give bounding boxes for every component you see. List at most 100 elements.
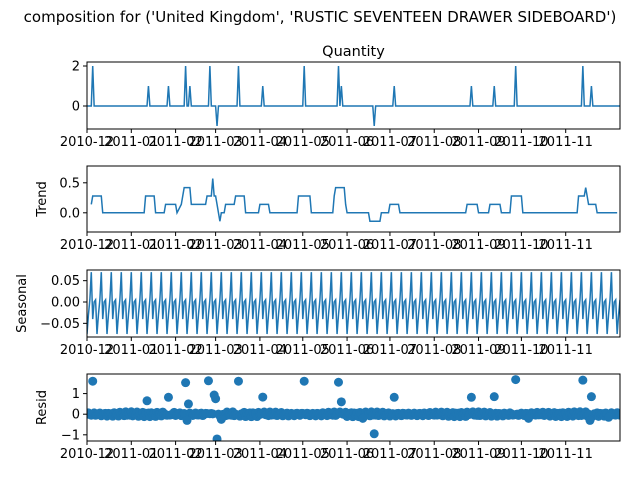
panels: 022010-122011-012011-022011-032011-04201… (15, 44, 621, 462)
y-tick-label: −1 (61, 428, 80, 443)
x-tick-label: 2011-01 (104, 135, 158, 150)
x-tick-label: 2011-11 (539, 447, 593, 462)
y-axis-label: Resid (35, 390, 50, 425)
resid-point (258, 392, 268, 402)
resid-point (211, 394, 221, 404)
x-tick-label: 2011-02 (148, 135, 202, 150)
resid-point (299, 376, 309, 386)
x-tick-label: 2011-03 (188, 238, 242, 253)
panel-1: 022010-122011-012011-022011-032011-04201… (60, 44, 621, 150)
x-tick-label: 2010-12 (60, 135, 114, 150)
axes-frame (86, 269, 621, 338)
figure-suptitle: composition for ('United Kingdom', 'RUST… (24, 8, 617, 26)
resid-point (181, 378, 191, 388)
plot-area (90, 178, 618, 222)
x-tick-label: 2010-12 (60, 343, 114, 358)
panel-2: 0.00.52010-122011-012011-022011-032011-0… (35, 165, 621, 253)
x-tick-label: 2011-08 (407, 135, 461, 150)
x-tick-label: 2011-05 (276, 135, 330, 150)
trend-series-line (90, 178, 618, 222)
resid-point (586, 392, 596, 402)
x-tick-label: 2011-09 (451, 343, 505, 358)
axes-frame (86, 373, 621, 442)
axes-frame (86, 165, 621, 233)
resid-point (183, 399, 193, 409)
x-tick-label: 2011-03 (188, 447, 242, 462)
x-tick-label: 2011-04 (233, 135, 287, 150)
plot-area (87, 375, 620, 441)
x-tick-label: 2011-01 (104, 343, 158, 358)
x-tick-label: 2011-05 (276, 238, 330, 253)
x-tick-label: 2011-07 (363, 238, 417, 253)
y-tick-label: 0.0 (59, 206, 80, 221)
x-tick-label: 2011-10 (494, 238, 548, 253)
x-tick-label: 2011-11 (539, 238, 593, 253)
x-tick-label: 2011-06 (320, 238, 374, 253)
plot-area (87, 65, 620, 127)
x-tick-label: 2011-10 (494, 135, 548, 150)
quantity-series-line (87, 65, 620, 127)
x-tick-label: 2011-06 (320, 343, 374, 358)
plot-area (87, 272, 620, 335)
y-tick-label: 0.00 (51, 296, 80, 311)
x-tick-label: 2011-04 (233, 238, 287, 253)
x-tick-label: 2011-06 (320, 135, 374, 150)
y-tick-label: 2 (72, 60, 80, 75)
panel-title: Quantity (322, 44, 385, 60)
x-tick-label: 2011-01 (104, 447, 158, 462)
seasonal-series-line (87, 272, 620, 335)
x-tick-label: 2011-03 (188, 343, 242, 358)
y-axis-label: Seasonal (15, 274, 30, 333)
x-tick-label: 2011-04 (233, 447, 287, 462)
resid-point (333, 377, 343, 387)
x-tick-label: 2011-01 (104, 238, 158, 253)
x-tick-label: 2011-11 (539, 343, 593, 358)
resid-point (524, 413, 534, 423)
x-tick-label: 2011-10 (494, 447, 548, 462)
y-tick-label: 0 (72, 408, 80, 423)
x-tick-label: 2010-12 (60, 238, 114, 253)
x-tick-label: 2011-02 (148, 343, 202, 358)
x-tick-label: 2011-08 (407, 238, 461, 253)
x-tick-label: 2011-09 (451, 135, 505, 150)
resid-point (585, 415, 595, 425)
y-axis-label: Trend (35, 181, 50, 218)
x-tick-label: 2011-03 (188, 135, 242, 150)
x-tick-label: 2011-02 (148, 238, 202, 253)
x-tick-label: 2011-09 (451, 238, 505, 253)
resid-point (578, 375, 588, 385)
resid-point (142, 396, 152, 406)
x-tick-label: 2010-12 (60, 447, 114, 462)
resid-point (233, 376, 243, 386)
y-tick-label: 0.05 (51, 274, 80, 289)
x-tick-label: 2011-07 (363, 447, 417, 462)
resid-point (358, 413, 368, 423)
panel-4: −1012010-122011-012011-022011-032011-042… (35, 373, 621, 462)
x-tick-label: 2011-08 (407, 343, 461, 358)
resid-point (615, 410, 620, 420)
resid-point (466, 392, 476, 402)
y-tick-label: −0.05 (40, 317, 80, 332)
x-tick-label: 2011-06 (320, 447, 374, 462)
resid-point (389, 392, 399, 402)
x-tick-label: 2011-02 (148, 447, 202, 462)
x-tick-label: 2011-11 (539, 135, 593, 150)
x-tick-label: 2011-07 (363, 343, 417, 358)
resid-point (489, 392, 499, 402)
resid-point (212, 434, 222, 441)
x-tick-label: 2011-04 (233, 343, 287, 358)
resid-point (203, 376, 213, 386)
axes-frame (86, 61, 621, 130)
resid-point (336, 397, 346, 407)
resid-point (604, 412, 614, 422)
y-tick-label: 1 (72, 387, 80, 402)
resid-point (369, 429, 379, 439)
x-tick-label: 2011-10 (494, 343, 548, 358)
x-tick-label: 2011-05 (276, 447, 330, 462)
panel-3: −0.050.000.052010-122011-012011-022011-0… (15, 269, 621, 358)
resid-point (511, 375, 521, 385)
resid-point (216, 414, 226, 424)
y-tick-label: 0 (72, 100, 80, 115)
